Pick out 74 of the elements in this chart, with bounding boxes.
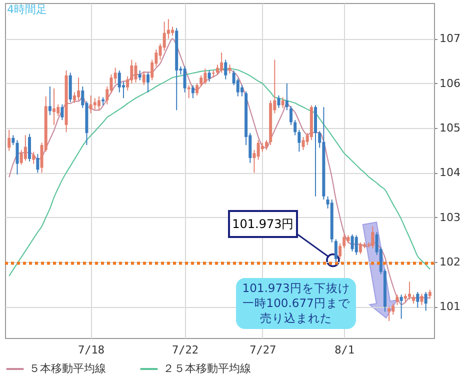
candlestick bbox=[28, 133, 32, 162]
candlestick bbox=[97, 96, 100, 111]
x-tick-label: 7/18 bbox=[78, 344, 105, 356]
candlestick bbox=[420, 293, 424, 306]
candlestick bbox=[60, 104, 64, 121]
candlestick bbox=[138, 70, 142, 81]
candlestick bbox=[146, 72, 150, 93]
y-tick-label: 103 bbox=[440, 210, 460, 224]
candlestick bbox=[191, 84, 194, 99]
candlestick bbox=[354, 234, 358, 256]
candlestick bbox=[89, 94, 92, 114]
candlestick bbox=[302, 136, 305, 150]
x-tick-label: 7/22 bbox=[172, 344, 199, 356]
candlestick bbox=[358, 242, 362, 255]
candlestick bbox=[24, 134, 27, 162]
candlestick bbox=[8, 129, 11, 152]
candlestick bbox=[264, 140, 268, 150]
ref-line-label: 101.973円 bbox=[228, 210, 298, 238]
candlestick bbox=[350, 234, 354, 252]
candlestick bbox=[183, 66, 186, 93]
candlestick bbox=[290, 106, 292, 126]
candlestick bbox=[388, 306, 391, 322]
y-tick-label: 101 bbox=[440, 300, 460, 314]
candlestick bbox=[208, 70, 211, 82]
candlestick bbox=[142, 70, 146, 86]
y-tick-label: 106 bbox=[440, 76, 460, 90]
candlestick bbox=[342, 234, 346, 249]
candlestick bbox=[256, 140, 260, 160]
candlestick bbox=[16, 140, 19, 176]
candlestick bbox=[298, 129, 301, 152]
x-tick-label: 7/27 bbox=[250, 344, 276, 356]
legend-label: ２５本移動平均線 bbox=[163, 362, 251, 375]
candlestick bbox=[162, 21, 166, 52]
candlestick bbox=[48, 86, 52, 116]
candlestick bbox=[12, 134, 15, 146]
candlestick bbox=[134, 62, 138, 84]
y-tick-label: 104 bbox=[440, 166, 460, 180]
candlestick bbox=[93, 98, 96, 110]
candlestick bbox=[408, 281, 411, 300]
candlestick bbox=[216, 64, 219, 75]
candlestick bbox=[285, 82, 288, 111]
candlestick bbox=[277, 94, 280, 108]
candlestick bbox=[240, 84, 244, 97]
candlestick bbox=[400, 294, 403, 320]
candlestick bbox=[416, 291, 420, 308]
y-tick-label: 102 bbox=[440, 256, 460, 269]
candlestick bbox=[200, 74, 203, 88]
legend-label: ５本移動平均線 bbox=[29, 362, 106, 375]
candlestick bbox=[77, 77, 80, 101]
candlestick bbox=[334, 238, 338, 264]
candlestick bbox=[371, 226, 374, 249]
candlestick bbox=[220, 52, 224, 74]
candlestick bbox=[224, 59, 228, 80]
candlestick bbox=[52, 88, 56, 126]
y-tick-label: 105 bbox=[440, 122, 460, 135]
candlestick bbox=[196, 82, 199, 96]
annotation: 101.973円を下抜け一時100.677円まで売り込まれた bbox=[236, 278, 356, 330]
candlestick bbox=[396, 294, 399, 306]
candlestick bbox=[32, 151, 36, 164]
candlestick bbox=[72, 92, 76, 104]
chart-subtitle: 4時間足 bbox=[7, 2, 47, 17]
candlestick bbox=[20, 149, 23, 166]
candlestick bbox=[281, 96, 284, 108]
candlestick bbox=[130, 59, 134, 84]
candlestick bbox=[36, 153, 40, 174]
candlestick bbox=[204, 68, 207, 85]
y-tick-label: 107 bbox=[440, 32, 460, 46]
candlestick bbox=[424, 291, 428, 312]
candlestick bbox=[338, 242, 342, 260]
candlestick bbox=[294, 120, 297, 136]
x-tick-label: 8/1 bbox=[334, 344, 355, 356]
candlestick bbox=[392, 303, 395, 316]
candlestick bbox=[56, 104, 60, 117]
candlestick bbox=[118, 70, 121, 93]
